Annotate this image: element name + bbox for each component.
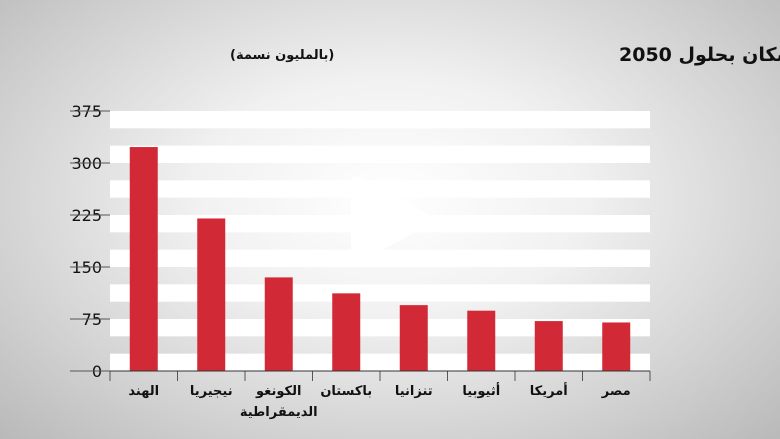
grid-band [110,353,650,371]
grid-band [110,111,650,129]
grid-band [110,145,650,163]
bar [399,305,428,371]
bar [197,218,226,371]
chart-title: أكبر 8 دول من حيث زيادة عدد السكان بحلول… [619,42,780,66]
bar [602,322,631,371]
x-tick-label: مصر [601,384,631,399]
play-icon[interactable] [345,175,435,265]
x-tick-label: الهند [128,384,159,399]
grid-band [110,284,650,302]
grid-band [110,319,650,337]
chart-subtitle: (بالمليون نسمة) [230,48,334,63]
x-tick-label: أثيوبيا [462,382,500,399]
bar [129,147,158,371]
x-tick-label: أمريكا [530,382,568,399]
grid-band [110,249,650,267]
bar [534,321,563,371]
bar [264,277,293,371]
x-tick-label: تنزانيا [395,384,433,399]
bar [332,293,361,371]
bar [467,310,496,371]
x-tick-label: نيجيريا [190,384,233,399]
x-tick-label: باكستان [320,384,372,399]
x-tick-label: الكونغو الديمقراطية [240,384,318,420]
bars [129,147,631,371]
